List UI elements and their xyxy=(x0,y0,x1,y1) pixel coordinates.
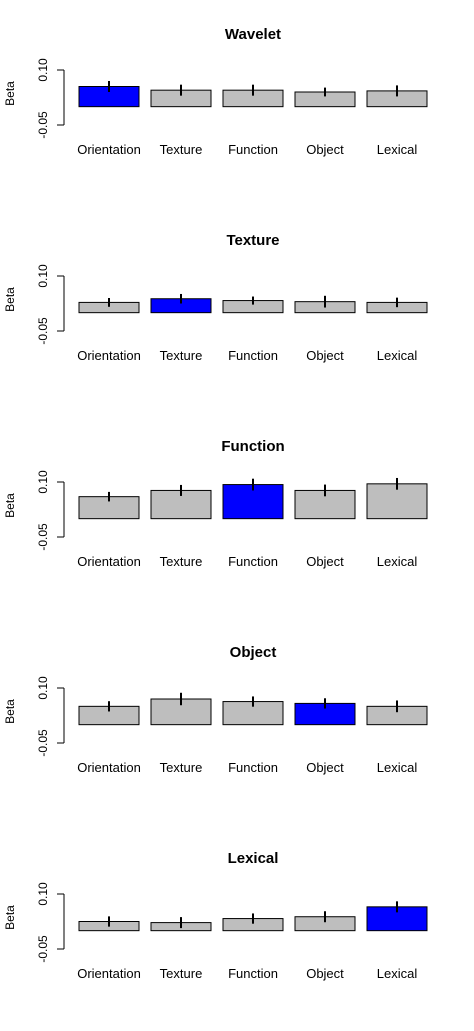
category-label: Orientation xyxy=(77,966,141,981)
category-label: Texture xyxy=(160,760,203,775)
category-label: Orientation xyxy=(77,554,141,569)
y-tick-label: -0.05 xyxy=(36,729,50,757)
category-label: Lexical xyxy=(377,142,418,157)
category-label: Function xyxy=(228,142,278,157)
chart-title: Lexical xyxy=(228,850,279,867)
y-tick-label: -0.05 xyxy=(36,523,50,551)
y-tick-label: -0.05 xyxy=(36,317,50,345)
y-tick-label: 0.10 xyxy=(36,58,50,82)
y-axis-label: Beta xyxy=(3,493,17,518)
category-label: Orientation xyxy=(77,348,141,363)
category-label: Object xyxy=(306,348,344,363)
category-label: Object xyxy=(306,966,344,981)
category-label: Texture xyxy=(160,554,203,569)
y-axis-label: Beta xyxy=(3,81,17,106)
category-label: Object xyxy=(306,760,344,775)
y-axis-label: Beta xyxy=(3,287,17,312)
category-label: Texture xyxy=(160,966,203,981)
chart-title: Wavelet xyxy=(225,26,281,43)
y-axis-label: Beta xyxy=(3,905,17,930)
bar-chart-function: Function 0.10 -0.05 Beta Orientation Texture F… xyxy=(3,438,428,569)
category-label: Function xyxy=(228,348,278,363)
category-label: Lexical xyxy=(377,966,418,981)
y-tick-label: -0.05 xyxy=(36,111,50,139)
bar-chart-texture: Texture 0.10 -0.05 Beta Orientation Texture Fu… xyxy=(3,232,428,363)
y-axis-label: Beta xyxy=(3,699,17,724)
category-label: Function xyxy=(228,554,278,569)
y-tick-label: 0.10 xyxy=(36,470,50,494)
category-label: Orientation xyxy=(77,760,141,775)
chart-title: Object xyxy=(230,644,277,661)
y-tick-label: 0.10 xyxy=(36,676,50,700)
chart-title: Texture xyxy=(226,232,279,249)
bar-chart-object: Object 0.10 -0.05 Beta Orientation Texture Fun… xyxy=(3,644,428,775)
bar-chart-wavelet: Wavelet 0.10 -0.05 Beta Orientation Texture Fu… xyxy=(3,26,428,157)
bar-chart-lexical: Lexical 0.10 -0.05 Beta Orientation Texture Fu… xyxy=(3,850,428,981)
category-label: Orientation xyxy=(77,142,141,157)
category-label: Texture xyxy=(160,142,203,157)
category-label: Function xyxy=(228,760,278,775)
category-label: Lexical xyxy=(377,554,418,569)
category-label: Lexical xyxy=(377,760,418,775)
category-label: Object xyxy=(306,554,344,569)
bar-texture xyxy=(150,489,212,520)
y-tick-label: 0.10 xyxy=(36,264,50,288)
category-label: Texture xyxy=(160,348,203,363)
category-label: Object xyxy=(306,142,344,157)
y-tick-label: -0.05 xyxy=(36,935,50,963)
y-tick-label: 0.10 xyxy=(36,882,50,906)
category-label: Function xyxy=(228,966,278,981)
category-label: Lexical xyxy=(377,348,418,363)
chart-title: Function xyxy=(221,438,284,455)
